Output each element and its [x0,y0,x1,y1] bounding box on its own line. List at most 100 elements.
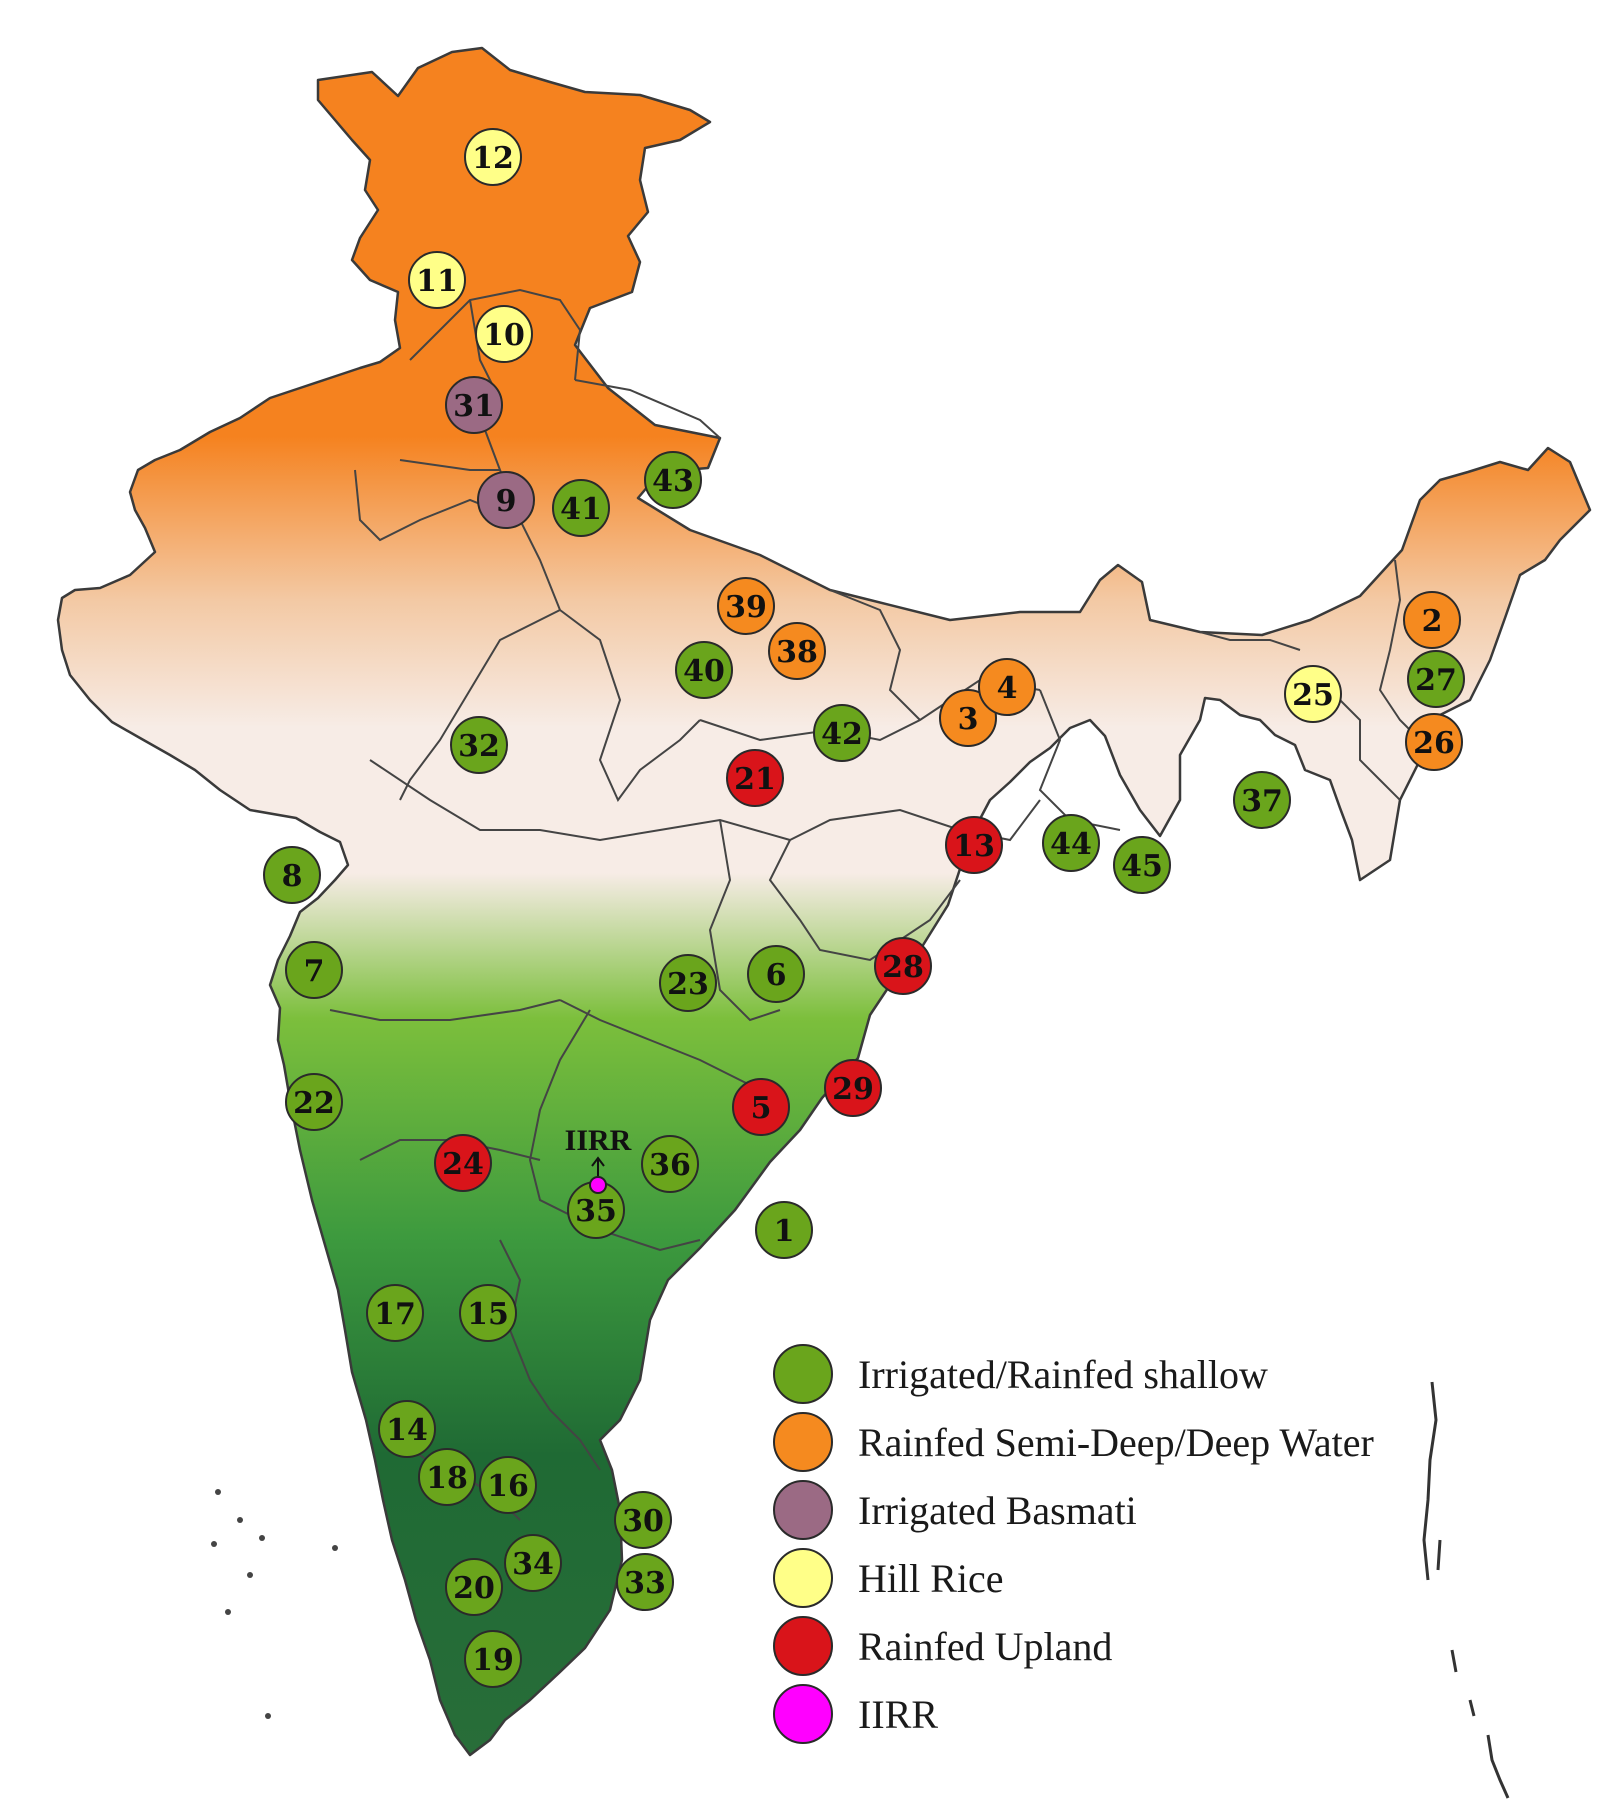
site-circle [418,1448,476,1506]
site-circle [1042,814,1100,872]
legend-item: IIRR [773,1684,938,1744]
site-marker-43: 43 [644,451,702,509]
site-circle [450,716,508,774]
site-marker-42: 42 [813,704,871,762]
site-marker-32: 32 [450,716,508,774]
site-circle [939,689,997,747]
site-marker-15: 15 [459,1284,517,1342]
site-marker-27: 27 [1407,650,1465,708]
site-marker-37: 37 [1233,771,1291,829]
legend-label: Irrigated Basmati [858,1488,1137,1533]
site-number: 38 [776,635,818,670]
site-number: 21 [734,762,776,797]
site-number: 16 [487,1469,529,1504]
site-circle [616,1553,674,1611]
site-number: 42 [821,717,863,752]
site-circle [445,1558,503,1616]
legend-item: Rainfed Semi-Deep/Deep Water [773,1412,1374,1472]
iirr-location-dot [589,1176,607,1194]
iirr-arrowhead [591,1156,605,1167]
site-number: 34 [512,1547,554,1582]
site-marker-33: 33 [616,1553,674,1611]
site-circle [824,1059,882,1117]
site-marker-24: 24 [434,1134,492,1192]
site-circle [726,749,784,807]
site-circle [978,658,1036,716]
site-circle [479,1456,537,1514]
legend-item: Irrigated Basmati [773,1480,1137,1540]
site-marker-4: 4 [978,658,1036,716]
site-marker-6: 6 [747,945,805,1003]
site-marker-36: 36 [641,1135,699,1193]
andaman-islands [1422,1381,1442,1581]
site-marker-10: 10 [475,305,533,363]
site-marker-35: 35 [567,1181,625,1239]
site-number: 3 [958,702,979,737]
site-circle [552,479,610,537]
site-circle [477,471,535,529]
legend-swatch [773,1548,833,1608]
site-number: 28 [882,950,924,985]
india-mainland [56,46,1592,1757]
site-number: 9 [496,484,517,519]
site-circle [813,704,871,762]
site-marker-23: 23 [659,954,717,1012]
site-circle [1403,591,1461,649]
legend-swatch [773,1412,833,1472]
site-circle [644,451,702,509]
site-marker-29: 29 [824,1059,882,1117]
site-marker-20: 20 [445,1558,503,1616]
site-number: 36 [649,1148,691,1183]
site-marker-40: 40 [675,641,733,699]
site-number: 26 [1413,726,1455,761]
site-circle [614,1491,672,1549]
site-marker-26: 26 [1405,713,1463,771]
site-marker-18: 18 [418,1448,476,1506]
site-circle [285,941,343,999]
site-circle [445,376,503,434]
site-number: 13 [953,829,995,864]
iirr-marker-group: IIRR [565,1124,632,1194]
legend-label: IIRR [858,1692,938,1737]
site-circle [475,305,533,363]
site-number: 35 [575,1194,617,1229]
site-number: 7 [304,954,325,989]
legend: Irrigated/Rainfed shallow Rainfed Semi-De… [773,1344,1374,1744]
site-marker-1: 1 [755,1201,813,1259]
site-circle [1233,771,1291,829]
site-number: 22 [293,1086,335,1121]
site-number: 45 [1121,849,1163,884]
site-number: 1 [774,1214,795,1249]
site-number: 10 [483,318,525,353]
legend-label: Rainfed Upland [858,1624,1112,1669]
site-number: 27 [1415,663,1457,698]
site-number: 32 [458,729,500,764]
site-number: 6 [766,958,787,993]
state-boundaries [329,288,1421,1521]
site-marker-17: 17 [366,1284,424,1342]
site-number: 20 [453,1571,495,1606]
site-circle [675,641,733,699]
site-marker-28: 28 [874,937,932,995]
site-circle [732,1078,790,1136]
legend-label: Rainfed Semi-Deep/Deep Water [858,1420,1374,1465]
legend-item: Irrigated/Rainfed shallow [773,1344,1268,1404]
site-number: 11 [416,264,458,299]
site-marker-19: 19 [464,1630,522,1688]
site-circle [434,1134,492,1192]
site-number: 23 [667,967,709,1002]
site-marker-9: 9 [477,471,535,529]
site-number: 37 [1241,784,1283,819]
site-circle [717,577,775,635]
site-number: 24 [442,1147,484,1182]
site-circle [1407,650,1465,708]
site-marker-7: 7 [285,941,343,999]
site-marker-8: 8 [263,846,321,904]
site-marker-5: 5 [732,1078,790,1136]
site-circle [768,622,826,680]
site-marker-13: 13 [945,816,1003,874]
site-number: 39 [725,590,767,625]
site-circle [464,128,522,186]
lakshadweep-islands [211,1489,338,1719]
